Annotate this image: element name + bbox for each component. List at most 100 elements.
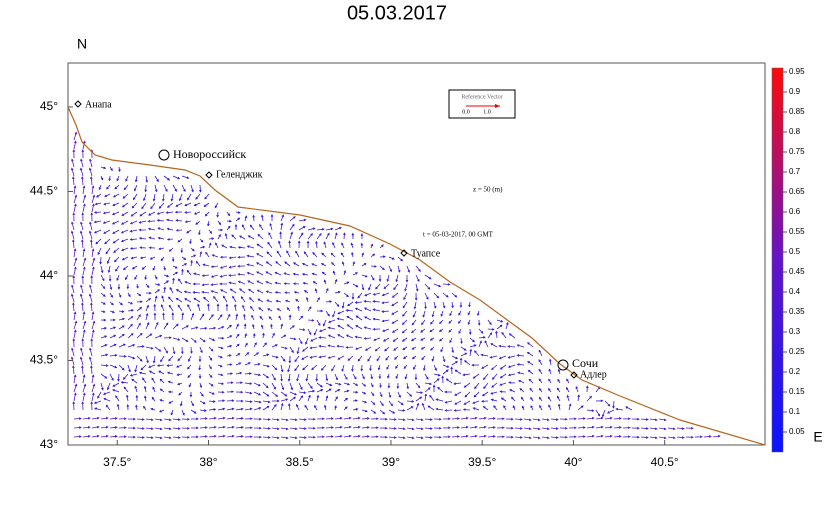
flow-arrow <box>91 311 95 321</box>
flow-arrow <box>109 334 117 339</box>
city-labels: Анапа Новороссийск Геленджик Туапсе Сочи… <box>74 99 607 380</box>
flow-arrow <box>451 361 458 366</box>
flow-arrow <box>532 427 541 431</box>
x-tick-label: 39° <box>382 455 400 469</box>
flow-arrow <box>318 344 327 348</box>
flow-arrow <box>451 292 458 298</box>
y-axis-label: N <box>77 36 87 52</box>
flow-arrow <box>530 405 534 411</box>
flow-arrow <box>267 241 273 249</box>
flow-arrow <box>159 388 165 393</box>
flow-arrow <box>325 300 333 303</box>
flow-arrow <box>79 167 84 177</box>
flow-arrow <box>487 435 496 438</box>
flow-arrow <box>97 391 102 399</box>
flow-arrow <box>481 364 489 369</box>
flow-arrow <box>274 271 282 276</box>
flow-arrow <box>232 295 237 303</box>
flow-arrow <box>265 290 273 294</box>
flow-arrow <box>298 225 306 231</box>
flow-arrow <box>296 373 300 382</box>
flow-arrow <box>415 402 420 411</box>
flow-arrow <box>595 409 601 417</box>
flow-arrow <box>208 355 213 361</box>
flow-arrow <box>145 436 154 439</box>
flow-arrow <box>262 342 267 348</box>
flow-arrow <box>91 383 96 393</box>
flow-arrow <box>135 404 138 411</box>
flow-arrow <box>334 290 341 294</box>
flow-arrow <box>261 214 264 222</box>
flow-arrow <box>397 418 406 422</box>
flow-arrow <box>508 333 516 339</box>
flow-arrow <box>559 417 568 421</box>
flow-arrow <box>220 289 228 294</box>
flow-arrow <box>313 328 318 336</box>
flow-arrow <box>73 392 77 402</box>
flow-arrow <box>379 244 384 249</box>
flow-arrow <box>145 304 149 312</box>
flow-arrow <box>246 245 255 249</box>
flow-arrow <box>112 382 120 387</box>
flow-arrow <box>244 400 253 403</box>
colorbar-tick-label: 0.4 <box>789 287 801 296</box>
flow-arrow <box>163 265 166 271</box>
flow-arrow <box>518 380 525 384</box>
flow-arrow <box>246 263 255 267</box>
flow-arrow <box>406 265 410 273</box>
flow-arrow <box>208 391 215 395</box>
flow-arrow <box>473 391 480 398</box>
flow-arrow <box>295 250 300 258</box>
flow-arrow <box>253 435 262 439</box>
flow-arrow <box>208 425 217 429</box>
flow-arrow <box>188 355 192 362</box>
flow-arrow <box>363 300 372 303</box>
flow-arrow <box>364 292 372 297</box>
flow-arrow <box>474 350 480 357</box>
flow-arrow <box>307 328 312 336</box>
flow-arrow <box>217 355 223 359</box>
flow-arrow <box>640 427 649 430</box>
flow-arrow <box>462 373 471 377</box>
flow-arrow <box>280 323 284 330</box>
flow-arrow <box>459 301 463 308</box>
flow-arrow <box>167 390 174 394</box>
flow-arrow <box>154 289 160 294</box>
flow-arrow <box>199 391 204 397</box>
flow-arrow <box>226 425 235 429</box>
flow-arrow <box>81 302 84 312</box>
flow-arrow <box>145 427 154 430</box>
flow-arrow <box>226 313 231 321</box>
flow-arrow <box>289 427 298 431</box>
flow-arrow <box>98 184 102 191</box>
flow-arrow <box>289 396 296 402</box>
flow-arrow <box>471 363 480 367</box>
flow-arrow <box>199 313 205 321</box>
flow-arrow <box>490 343 498 348</box>
flow-arrow <box>151 396 156 402</box>
flow-arrow <box>138 220 147 224</box>
flow-arrow <box>91 194 96 204</box>
flow-arrow <box>72 302 75 312</box>
flow-arrow <box>271 427 280 431</box>
flow-arrow <box>429 337 435 341</box>
flow-arrow <box>568 435 577 439</box>
flow-arrow <box>100 335 108 339</box>
flow-arrow <box>177 355 183 362</box>
flow-arrow <box>198 373 202 379</box>
flow-arrow <box>325 310 330 317</box>
flow-arrow <box>307 417 316 421</box>
flow-arrow <box>341 261 345 267</box>
flow-arrow <box>171 312 175 321</box>
flow-arrow <box>271 382 276 390</box>
flow-arrow <box>309 355 318 359</box>
flow-arrow <box>269 222 273 231</box>
flow-arrow <box>199 417 208 420</box>
flow-arrow <box>568 426 577 430</box>
flow-arrow <box>278 315 282 321</box>
flow-arrow <box>280 436 289 440</box>
flow-arrow <box>315 373 319 382</box>
flow-arrow <box>343 389 350 393</box>
flow-arrow <box>109 326 117 330</box>
flow-arrow <box>378 274 382 282</box>
